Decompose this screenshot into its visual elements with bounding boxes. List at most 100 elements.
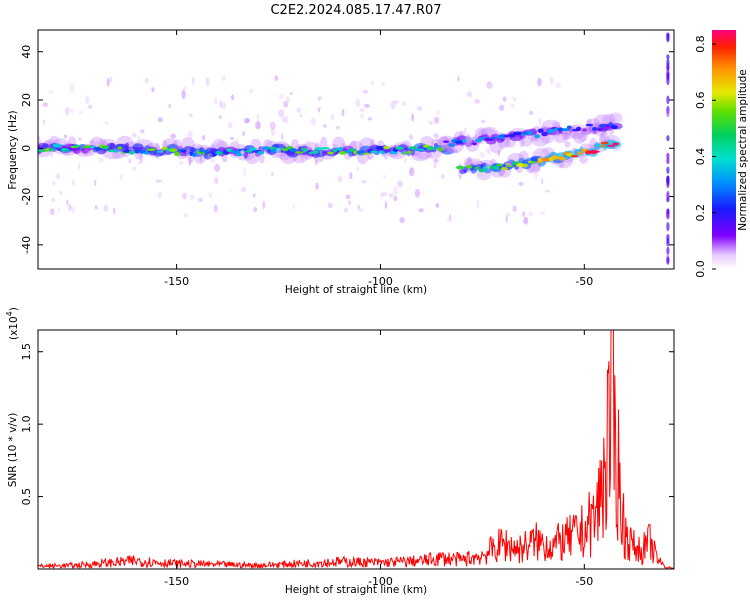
spectrogram-noise: [317, 96, 321, 102]
spectrogram-edge-stripe: [666, 152, 670, 160]
y-tick-label: -20: [20, 188, 33, 206]
spectrogram-blob: [262, 146, 269, 151]
spectrogram-noise: [381, 192, 388, 196]
spectrogram-blob: [500, 167, 508, 171]
spectrogram-edge-stripe: [666, 72, 670, 78]
spectrogram-edge-stripe: [666, 54, 670, 60]
spectrogram-blob: [257, 151, 264, 155]
spectrogram-noise: [221, 74, 226, 82]
spectrogram-blob: [363, 152, 371, 155]
spectrogram-blob: [231, 150, 239, 154]
spectrogram-noise: [555, 138, 560, 142]
spectrogram-noise: [208, 192, 213, 199]
spectrogram-noise: [189, 194, 195, 201]
spectrogram-edge-stripe: [666, 33, 670, 39]
spectrogram-noise: [52, 180, 56, 186]
spectrogram-blob: [192, 153, 197, 157]
spectrogram-noise: [201, 135, 206, 141]
spectrogram-noise: [292, 203, 295, 210]
spectrogram-blob: [134, 149, 141, 154]
spectrogram-noise: [155, 179, 162, 183]
spectrogram-blob: [222, 150, 229, 155]
spectrogram-blob: [597, 128, 603, 132]
spectrogram-blob: [534, 134, 540, 139]
spectrogram-noise: [454, 149, 458, 154]
spectrogram-noise: [69, 108, 74, 113]
spectrogram-blob: [606, 144, 616, 147]
y-tick-label: 0: [20, 145, 33, 152]
spectrogram-blob: [149, 148, 157, 151]
spectrogram-noise: [253, 193, 256, 198]
spectrogram-noise: [371, 80, 374, 86]
spectrogram-blob: [419, 148, 425, 152]
spectrogram-noise: [49, 90, 54, 94]
spectrogram-noise: [466, 137, 473, 144]
spectrogram-noise: [449, 214, 452, 221]
spectrogram-noise: [94, 179, 97, 186]
spectrogram-edge-stripe: [666, 135, 670, 142]
spectrogram-noise: [367, 117, 373, 121]
x-tick-label: -100: [368, 575, 393, 588]
spectrogram-blob: [522, 163, 529, 167]
spectrogram-edge-stripe: [666, 75, 670, 86]
spectrogram-noise: [209, 158, 216, 164]
spectrogram-edge-stripe: [666, 166, 670, 174]
spectrogram-noise: [314, 158, 318, 166]
spectrogram-noise: [355, 98, 361, 108]
spectrogram-blob: [466, 165, 473, 169]
spectrogram-blob: [508, 133, 515, 137]
spectrogram-edge-stripe: [666, 246, 670, 255]
spectrogram-noise: [218, 115, 223, 119]
spectrogram-noise: [151, 87, 155, 93]
spectrogram-edge-stripe: [666, 257, 670, 265]
colorbar-ticks: 0.0 0.2 0.4 0.6 0.8: [694, 35, 716, 278]
spectrogram-edge-stripe: [666, 175, 670, 184]
spectrogram-noise: [540, 151, 545, 158]
spectrogram-blob: [174, 151, 181, 157]
spectrogram-noise: [306, 139, 310, 145]
spectrogram-blob: [89, 145, 96, 148]
spectrogram-blob: [542, 119, 561, 129]
spectrogram-noise: [68, 203, 72, 211]
spectrogram-noise: [506, 211, 511, 217]
spectrogram-blob: [327, 151, 334, 155]
spectrogram-noise: [499, 104, 505, 111]
spectrogram-noise: [187, 130, 193, 139]
spectrogram-noise: [183, 86, 187, 90]
spectrogram-blob: [169, 148, 178, 152]
spectrogram-blob: [491, 165, 499, 170]
spectrogram-noise: [65, 107, 70, 116]
spectrogram-blob: [575, 126, 582, 131]
spectrogram-noise: [200, 153, 202, 163]
spectrogram-blob: [513, 131, 522, 136]
spectrogram-noise: [360, 113, 365, 119]
spectrogram-blob: [570, 155, 579, 158]
spectrogram-blob: [38, 149, 48, 152]
spectrogram-noise: [131, 166, 137, 172]
spectrogram-noise: [182, 192, 188, 200]
spectrogram-noise: [522, 211, 526, 218]
spectrogram-blob: [383, 146, 390, 150]
spectrogram-noise: [253, 206, 258, 213]
spectrogram-blob: [610, 125, 618, 130]
spectrogram-blob: [526, 130, 534, 135]
spectrogram-noise: [270, 121, 276, 130]
spectrogram-noise: [479, 152, 485, 158]
spectrogram-noise: [480, 119, 486, 124]
spectrogram-blob: [546, 129, 555, 133]
spectrogram-noise: [78, 110, 83, 115]
spectrogram-blob: [521, 136, 533, 147]
spectrogram-noise: [534, 170, 539, 179]
y-tick-label: 0.5: [20, 488, 33, 506]
spectrogram-noise: [94, 205, 98, 210]
spectrogram-noise: [208, 152, 213, 160]
snr-x-label: Height of straight line (km): [285, 584, 427, 596]
spectrogram-blob: [537, 128, 544, 133]
spectrogram-noise: [433, 158, 439, 163]
spectrogram-noise: [538, 118, 542, 126]
colorbar-tick-label: 0.2: [694, 204, 707, 222]
spectrogram-noise: [384, 200, 388, 209]
colorbar-tick-label: 0.0: [694, 260, 707, 278]
spectrogram-blob: [161, 146, 169, 151]
